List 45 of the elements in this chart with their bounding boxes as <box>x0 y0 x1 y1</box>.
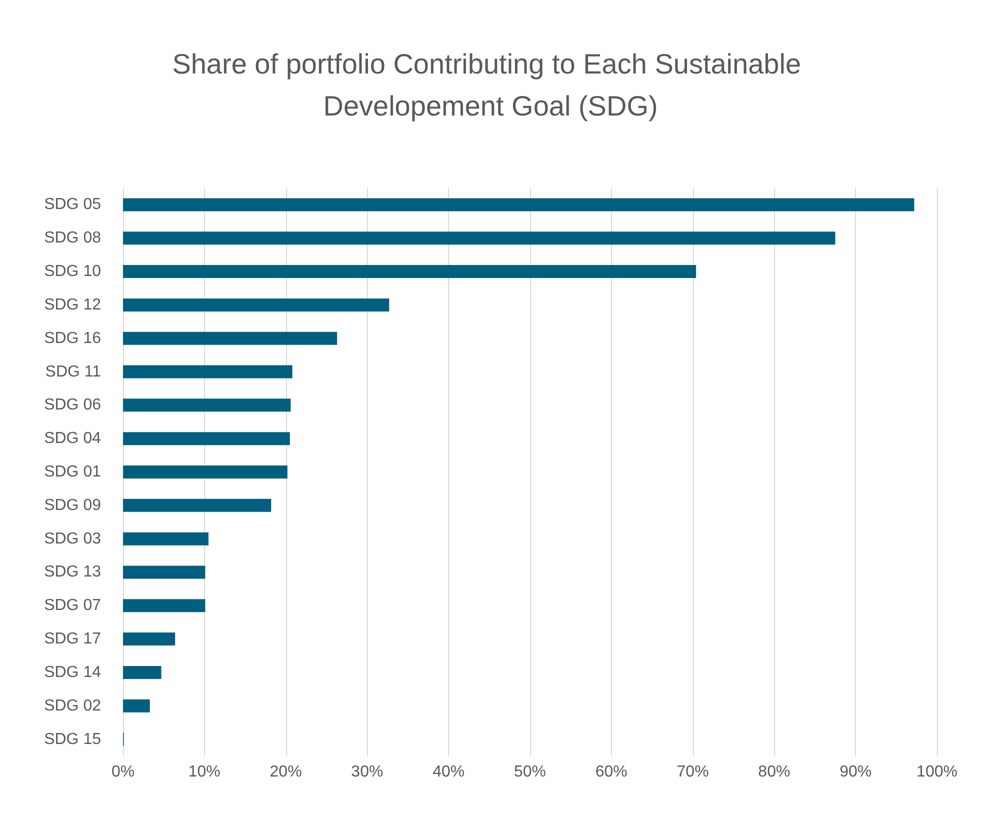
chart-title: Share of portfolio Contributing to Each Sustainable Developement Goal (SDG) <box>172 48 809 122</box>
y-tick-label: SDG 08 <box>44 230 102 247</box>
y-tick-label: SDG 14 <box>44 664 102 681</box>
x-tick-label: 50% <box>514 764 546 780</box>
bar <box>123 398 291 412</box>
bar <box>123 666 162 679</box>
y-tick-label: SDG 16 <box>44 330 102 347</box>
y-tick-label: SDG 17 <box>44 630 102 648</box>
bar <box>123 498 272 512</box>
y-tick-label: SDG 02 <box>44 697 102 714</box>
x-tick-label: 0% <box>111 764 135 780</box>
y-tick-label: SDG 01 <box>44 464 102 480</box>
y-tick-label: SDG 09 <box>44 496 102 514</box>
bar <box>123 699 150 712</box>
x-tick-label: 60% <box>595 764 628 780</box>
bar <box>123 198 914 212</box>
y-tick-label: SDG 06 <box>44 396 102 414</box>
bar <box>123 432 290 446</box>
bar <box>123 466 288 478</box>
bar <box>123 599 206 612</box>
x-tick-label: 90% <box>840 764 872 780</box>
x-tick-label: 40% <box>432 764 465 780</box>
x-tick-label: 30% <box>351 764 384 780</box>
bar <box>123 265 696 278</box>
x-tick-label: 10% <box>188 764 220 780</box>
y-tick-label: SDG 03 <box>44 530 102 548</box>
y-tick-label: SDG 10 <box>44 263 102 280</box>
y-tick-label: SDG 15 <box>44 730 102 748</box>
y-tick-label: SDG 04 <box>44 430 102 448</box>
y-tick-label: SDG 13 <box>44 564 102 581</box>
bar <box>123 232 836 245</box>
bar <box>123 332 338 345</box>
x-tick-label: 20% <box>270 764 302 780</box>
y-tick-label: SDG 05 <box>44 196 102 214</box>
bar <box>123 298 390 312</box>
x-tick-label: 70% <box>676 764 709 780</box>
bar <box>123 532 208 546</box>
bar <box>123 365 292 378</box>
x-tick-label: 80% <box>758 764 790 780</box>
y-tick-label: SDG 07 <box>44 597 102 614</box>
y-tick-label: SDG 11 <box>45 363 102 380</box>
bar <box>123 632 176 646</box>
x-tick-label: 100% <box>916 764 958 780</box>
bar <box>123 566 206 579</box>
y-tick-label: SDG 12 <box>44 296 102 314</box>
